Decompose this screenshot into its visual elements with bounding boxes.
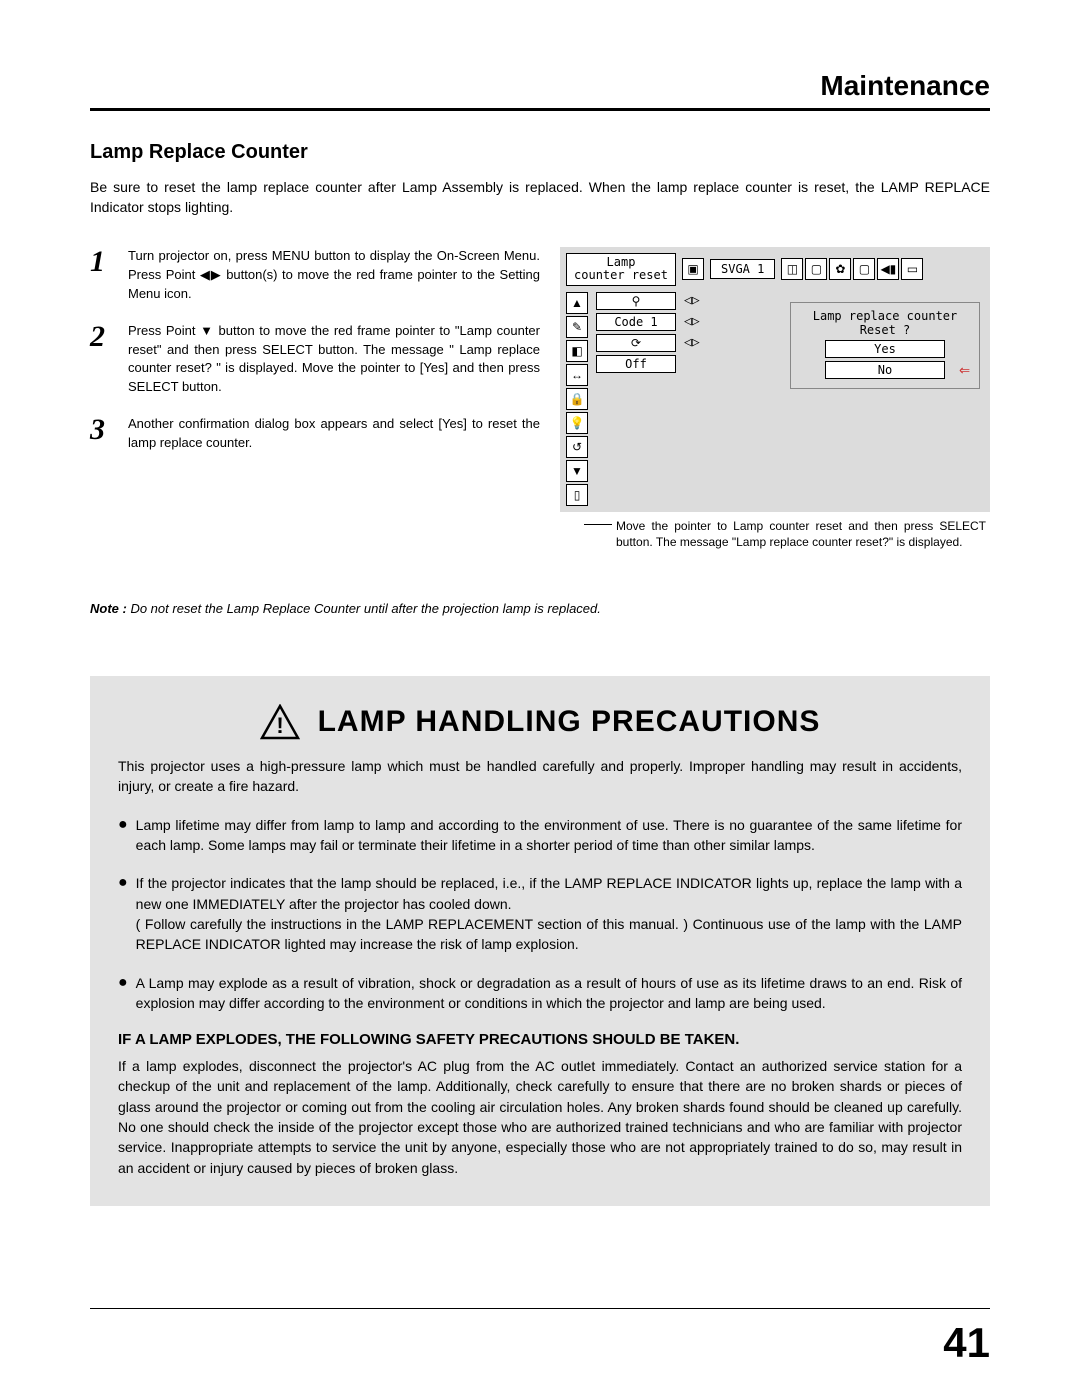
- figure-caption: Move the pointer to Lamp counter reset a…: [560, 512, 990, 552]
- warning-title-row: ! LAMP HANDLING PRECAUTIONS: [118, 704, 962, 740]
- step-text: Another confirmation dialog box appears …: [128, 415, 540, 453]
- toolbar-icon: ▢: [805, 258, 827, 280]
- bullet-text: If the projector indicates that the lamp…: [136, 873, 962, 954]
- step-2: 2 Press Point ▼ button to move the red f…: [90, 322, 540, 397]
- reset-dialog: Lamp replace counter Reset ? Yes No ⇐: [790, 302, 980, 389]
- dialog-no-button: No ⇐: [825, 361, 945, 379]
- toolbar-icons: ◫ ▢ ✿ ▢ ◀▮ ▭: [781, 258, 923, 280]
- caption-text: Move the pointer to Lamp counter reset a…: [616, 519, 986, 550]
- safety-text: If a lamp explodes, disconnect the proje…: [118, 1056, 962, 1178]
- note-text: Note : Do not reset the Lamp Replace Cou…: [90, 601, 990, 616]
- footer-rule: [90, 1308, 990, 1309]
- steps-list: 1 Turn projector on, press MENU button t…: [90, 247, 540, 551]
- warning-bullet: ● If the projector indicates that the la…: [118, 873, 962, 954]
- menu-figure: Lamp counter reset ▣ SVGA 1 ◫ ▢ ✿ ▢ ◀▮ ▭…: [560, 247, 990, 551]
- setting-icon: ◧: [566, 340, 588, 362]
- dialog-no-label: No: [878, 363, 892, 377]
- up-arrow-icon: ▲: [566, 292, 588, 314]
- lamp-counter-label: Lamp counter reset: [566, 253, 676, 285]
- step-1: 1 Turn projector on, press MENU button t…: [90, 247, 540, 304]
- note-label: Note :: [90, 601, 127, 616]
- menu-header-row: Lamp counter reset ▣ SVGA 1 ◫ ▢ ✿ ▢ ◀▮ ▭: [566, 253, 984, 285]
- toolbar-icon: ✿: [829, 258, 851, 280]
- warning-title-text: LAMP HANDLING PRECAUTIONS: [318, 705, 821, 739]
- page-header-title: Maintenance: [90, 70, 990, 108]
- lamp-reset-icon: 💡: [566, 412, 588, 434]
- side-icons: ▲ ✎ ◧ ↔ 🔒 💡 ↺ ▼ ▯: [566, 292, 588, 506]
- caption-leader-line: [584, 524, 612, 525]
- lamp-label-line2: counter reset: [573, 269, 669, 282]
- toolbar-icon: ◀▮: [877, 258, 899, 280]
- bullet-text: Lamp lifetime may differ from lamp to la…: [136, 815, 962, 856]
- note-body: Do not reset the Lamp Replace Counter un…: [127, 601, 601, 616]
- intro-text: Be sure to reset the lamp replace counte…: [90, 178, 990, 217]
- lock-icon: 🔒: [566, 388, 588, 410]
- step-number: 1: [90, 247, 114, 304]
- setting-value: Off: [596, 355, 676, 373]
- down-arrow-icon: ▼: [566, 460, 588, 482]
- page-number: 41: [943, 1319, 990, 1367]
- bullet-text: A Lamp may explode as a result of vibrat…: [136, 973, 962, 1014]
- safety-heading: IF A LAMP EXPLODES, THE FOLLOWING SAFETY…: [118, 1031, 962, 1048]
- header-rule: [90, 108, 990, 111]
- step-text: Turn projector on, press MENU button to …: [128, 247, 540, 304]
- input-icon: ▣: [682, 258, 704, 280]
- svga-label: SVGA 1: [710, 259, 775, 279]
- setting-value: ⟳: [596, 334, 676, 352]
- toolbar-icon: ▢: [853, 258, 875, 280]
- warning-triangle-icon: !: [260, 704, 300, 740]
- setting-icon: ↔: [566, 364, 588, 386]
- menu-screenshot: Lamp counter reset ▣ SVGA 1 ◫ ▢ ✿ ▢ ◀▮ ▭…: [560, 247, 990, 511]
- setting-value: ⚲: [596, 292, 676, 310]
- adjust-icon: ◁▷: [684, 293, 700, 308]
- pointer-arrow-icon: ⇐: [959, 360, 970, 381]
- bullet-icon: ●: [118, 873, 128, 954]
- warning-bullet: ● Lamp lifetime may differ from lamp to …: [118, 815, 962, 856]
- bullet-icon: ●: [118, 815, 128, 856]
- step-text: Press Point ▼ button to move the red fra…: [128, 322, 540, 397]
- bullet-icon: ●: [118, 973, 128, 1014]
- warning-intro: This projector uses a high-pressure lamp…: [118, 756, 962, 797]
- dialog-yes-button: Yes: [825, 340, 945, 358]
- setting-icon: ↺: [566, 436, 588, 458]
- setting-icon: ✎: [566, 316, 588, 338]
- adjust-icon: ◁▷: [684, 335, 700, 350]
- exit-icon: ▯: [566, 484, 588, 506]
- warning-box: ! LAMP HANDLING PRECAUTIONS This project…: [90, 676, 990, 1206]
- toolbar-icon: ◫: [781, 258, 803, 280]
- step-number: 3: [90, 415, 114, 453]
- setting-value: Code 1: [596, 313, 676, 331]
- content-row: 1 Turn projector on, press MENU button t…: [90, 247, 990, 551]
- warning-bullet: ● A Lamp may explode as a result of vibr…: [118, 973, 962, 1014]
- step-number: 2: [90, 322, 114, 397]
- section-title: Lamp Replace Counter: [90, 141, 990, 164]
- adjust-icon: ◁▷: [684, 314, 700, 329]
- dialog-title-line2: Reset ?: [799, 323, 971, 337]
- step-3: 3 Another confirmation dialog box appear…: [90, 415, 540, 453]
- toolbar-icon: ▭: [901, 258, 923, 280]
- svg-text:!: !: [276, 713, 283, 738]
- dialog-title-line1: Lamp replace counter: [799, 309, 971, 323]
